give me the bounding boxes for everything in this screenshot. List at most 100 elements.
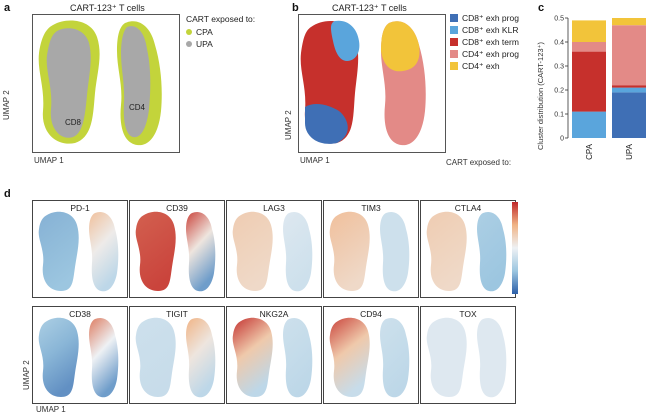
legend-swatch <box>450 38 458 46</box>
bar-segment <box>612 85 646 88</box>
panel-a-ylabel: UMAP 2 <box>2 90 11 120</box>
panel-d-letter: d <box>4 188 11 200</box>
legend-item-cd8-exh-klr: CD8⁺ exh KLR <box>450 24 519 36</box>
umap-panel-tox: TOX <box>420 306 516 404</box>
legend-dot-cpa <box>186 29 192 35</box>
legend-swatch <box>450 50 458 58</box>
umap-cd8-cluster <box>426 317 467 397</box>
umap-cd4-cluster <box>186 211 216 292</box>
legend-item-cd4-exh-prog: CD4⁺ exh prog <box>450 48 519 60</box>
panel-c-stacked-bar-chart: 0 0.1 0.2 0.3 0.4 0.5 CPA UPA <box>554 16 646 160</box>
panel-b-xlabel: UMAP 1 <box>300 156 330 165</box>
umap-panel-cd38: CD38 <box>32 306 128 404</box>
umap-cd4-cluster <box>283 317 313 398</box>
umap-cd8-cluster <box>232 211 273 291</box>
umap-panel-cd94: CD94 <box>323 306 419 404</box>
bar-segment <box>612 18 646 26</box>
legend-item-cpa: CPA <box>186 26 255 38</box>
umap-cd4-cluster <box>477 211 507 292</box>
marker-label: CD38 <box>69 309 91 319</box>
panel-b-ylabel: UMAP 2 <box>284 110 293 140</box>
panel-c-xlabel: CART exposed to: <box>446 158 512 167</box>
panel-b-legend: CD8⁺ exh prog CD8⁺ exh KLR CD8⁺ exh term… <box>450 12 519 72</box>
legend-swatch <box>450 14 458 22</box>
legend-item-upa: UPA <box>186 38 255 50</box>
umap-panel-cd39: CD39 <box>129 200 225 298</box>
y-tick-label: 0.3 <box>554 64 564 71</box>
umap-embedding <box>232 211 313 292</box>
umap-panel-pd-1: PD-1 <box>32 200 128 298</box>
umap-cd4-cluster <box>283 211 313 292</box>
y-tick-label: 0.4 <box>554 40 564 47</box>
umap-embedding <box>329 317 410 398</box>
bar-segment <box>572 51 606 112</box>
panel-a-legend: CART exposed to: CPA UPA <box>186 14 255 50</box>
umap-embedding <box>426 317 507 398</box>
umap-cd8-cluster <box>329 317 370 397</box>
panel-b-plot <box>298 14 446 153</box>
y-tick-label: 0.1 <box>554 112 564 119</box>
panel-c-letter: c <box>538 2 545 14</box>
umap-panel-ctla4: CTLA4 <box>420 200 516 298</box>
umap-embedding <box>426 211 507 292</box>
marker-label: TOX <box>459 309 477 319</box>
bar-segment <box>612 92 646 138</box>
y-tick-label: 0 <box>560 136 564 143</box>
legend-dot-upa <box>186 41 192 47</box>
marker-label: CD94 <box>360 309 382 319</box>
umap-cd4-cluster <box>89 211 119 292</box>
marker-label: TIM3 <box>361 203 381 213</box>
bar-segment <box>572 42 606 52</box>
panel-c-ylabel: Cluster distribution (CART-123⁺) <box>536 41 545 150</box>
panel-d-colorbar <box>512 202 518 294</box>
legend-label: CD8⁺ exh term <box>462 36 519 47</box>
bar-segment <box>612 87 646 93</box>
panel-a-umap: CD8 CD4 <box>38 20 162 146</box>
legend-item-cd4-exh: CD4⁺ exh <box>450 60 519 72</box>
umap-cd8-cluster <box>135 317 176 397</box>
panel-a-xlabel: UMAP 1 <box>34 156 64 165</box>
umap-cd4-cluster <box>380 317 410 398</box>
panel-a-plot: CD8 CD4 <box>32 14 180 153</box>
umap-cd8-cluster <box>135 211 176 291</box>
umap-cd8-cluster <box>38 211 79 291</box>
umap-embedding <box>232 317 313 398</box>
marker-label: CTLA4 <box>454 203 482 213</box>
legend-item-cd8-exh-prog: CD8⁺ exh prog <box>450 12 519 24</box>
legend-swatch <box>450 62 458 70</box>
panel-d-ylabel: UMAP 2 <box>22 360 31 390</box>
y-tick-label: 0.5 <box>554 16 564 23</box>
umap-embedding <box>38 211 119 292</box>
umap-cd8-cluster <box>329 211 370 291</box>
umap-cd4-cluster <box>89 317 119 398</box>
cluster-label-cd8: CD8 <box>65 118 82 127</box>
umap-cd4-cluster <box>380 211 410 292</box>
legend-label-upa: UPA <box>196 39 213 49</box>
umap-cd4-cluster <box>477 317 507 398</box>
umap-embedding <box>38 317 119 398</box>
marker-label: LAG3 <box>263 203 285 213</box>
legend-swatch <box>450 26 458 34</box>
bar-segment <box>572 20 606 42</box>
bar-segment <box>572 111 606 138</box>
panel-a-legend-title: CART exposed to: <box>186 14 256 24</box>
umap-cd8-cluster <box>232 317 273 397</box>
panel-d-xlabel: UMAP 1 <box>36 405 66 414</box>
umap-embedding <box>329 211 410 292</box>
umap-embedding <box>135 211 216 292</box>
legend-label: CD8⁺ exh prog <box>462 12 519 23</box>
bar-segment <box>612 25 646 86</box>
umap-embedding <box>135 317 216 398</box>
legend-label: CD8⁺ exh KLR <box>462 24 519 35</box>
umap-panel-tim3: TIM3 <box>323 200 419 298</box>
y-tick-label: 0.2 <box>554 88 564 95</box>
panel-b-title: CART-123⁺ T cells <box>332 3 407 13</box>
category-label: CPA <box>585 143 594 160</box>
umap-panel-lag3: LAG3 <box>226 200 322 298</box>
panel-a-title: CART-123⁺ T cells <box>70 3 145 13</box>
umap-cd8-cluster <box>38 317 79 397</box>
marker-label: NKG2A <box>259 309 289 319</box>
category-label: UPA <box>625 143 634 160</box>
legend-label: CD4⁺ exh prog <box>462 48 519 59</box>
umap-cd8-cluster <box>426 211 467 291</box>
